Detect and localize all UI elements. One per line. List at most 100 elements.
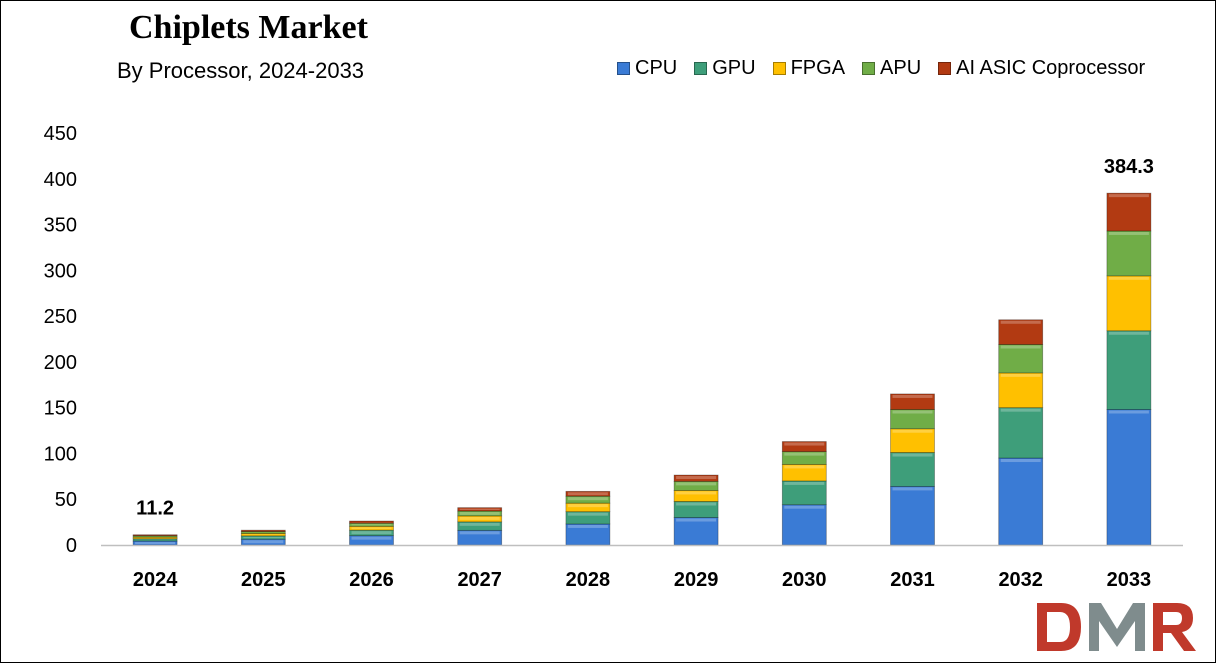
chart-subtitle: By Processor, 2024-2033 (117, 58, 365, 83)
dmr-logo (1037, 603, 1196, 651)
bar-2027-ai-asic-coprocessor (457, 507, 503, 512)
total-label-2033: 384.3 (1104, 156, 1154, 178)
bar-2033-cpu (1106, 409, 1152, 546)
bar-stack-2024 (132, 534, 178, 546)
bar-stack-2029 (673, 474, 719, 546)
bar-highlight-2029-cpu (676, 518, 717, 522)
bar-highlight-2030-cpu (784, 505, 825, 509)
x-tick-label-2030: 2030 (782, 569, 827, 591)
bar-2024-ai-asic-coprocessor (132, 534, 178, 537)
bar-2032-ai-asic-coprocessor (998, 319, 1044, 345)
legend-item-apu: APU (862, 57, 921, 80)
bar-2028-ai-asic-coprocessor (565, 490, 611, 497)
bar-highlight-2027-ai-asic-coprocessor (459, 508, 500, 511)
dmr-logo-mark (1037, 603, 1196, 651)
bars (132, 192, 1152, 546)
total-label-2024: 11.2 (136, 498, 174, 520)
bar-highlight-2028-cpu (567, 524, 608, 528)
bar-highlight-2033-apu (1108, 231, 1149, 235)
bar-highlight-2030-ai-asic-coprocessor (784, 442, 825, 446)
bar-2033-fpga (1106, 275, 1152, 332)
legend-label-fpga: FPGA (790, 57, 846, 79)
y-tick-label-50: 50 (55, 489, 77, 511)
legend-item-fpga: FPGA (772, 57, 846, 80)
x-tick-label-2024: 2024 (133, 569, 178, 591)
bar-stack-2032 (998, 319, 1044, 546)
bar-stack-2033 (1106, 192, 1152, 546)
x-tick-label-2027: 2027 (457, 569, 502, 591)
legend-swatch-cpu (617, 62, 630, 75)
bar-highlight-2031-gpu (892, 453, 933, 457)
legend-swatch-apu (862, 62, 876, 75)
bar-2026-ai-asic-coprocessor (349, 520, 394, 524)
bar-2031-cpu (890, 486, 935, 546)
bar-highlight-2029-gpu (676, 502, 717, 506)
bar-2030-ai-asic-coprocessor (781, 441, 827, 453)
bar-highlight-2033-cpu (1108, 410, 1149, 414)
bar-2031-gpu (890, 452, 935, 487)
bar-highlight-2028-apu (567, 497, 608, 501)
bar-2033-apu (1106, 230, 1152, 277)
y-tick-label-150: 150 (44, 398, 77, 420)
bar-2025-ai-asic-coprocessor (240, 529, 286, 532)
y-tick-label-250: 250 (44, 306, 77, 328)
x-tick-label-2025: 2025 (241, 569, 286, 591)
bar-highlight-2029-apu (676, 482, 717, 486)
bar-stack-2025 (240, 529, 286, 546)
bar-highlight-2028-fpga (567, 504, 608, 508)
legend-label-ai-asic-coprocessor: AI ASIC Coprocessor (956, 57, 1146, 79)
bar-2030-cpu (781, 504, 827, 546)
bar-2027-apu (457, 510, 503, 517)
bar-highlight-2031-apu (892, 410, 933, 414)
x-tick-label-2031: 2031 (890, 569, 935, 591)
bar-highlight-2027-apu (459, 512, 500, 515)
bar-stack-2030 (781, 441, 827, 546)
bar-highlight-2026-gpu (351, 531, 392, 535)
bar-highlight-2030-apu (784, 452, 825, 456)
y-tick-label-100: 100 (44, 443, 77, 465)
legend-item-ai-asic-coprocessor: AI ASIC Coprocessor (938, 57, 1145, 80)
bar-highlight-2025-cpu (243, 540, 284, 544)
bar-highlight-2028-ai-asic-coprocessor (567, 492, 608, 496)
bar-stack-2027 (457, 507, 503, 546)
bar-highlight-2030-gpu (784, 481, 825, 485)
bar-highlight-2033-fpga (1108, 276, 1149, 280)
bar-highlight-2025-gpu (243, 536, 284, 539)
legend-label-cpu: CPU (635, 57, 678, 79)
bar-highlight-2024-cpu (135, 542, 176, 544)
y-tick-label-0: 0 (66, 535, 77, 557)
bar-highlight-2030-fpga (784, 465, 825, 469)
chart-title: Chiplets Market (129, 9, 368, 46)
y-tick-label-300: 300 (44, 260, 77, 282)
x-axis: 2024 2025 2026 2027 2028 2029 2030 2031 2032 2033 (101, 544, 1183, 591)
legend-item-cpu: CPU (617, 57, 677, 80)
bar-2029-apu (673, 480, 719, 491)
legend-label-gpu: GPU (712, 57, 756, 79)
bar-highlight-2033-ai-asic-coprocessor (1108, 194, 1149, 198)
data-labels: 11.2 384.3 (136, 156, 1154, 520)
bar-highlight-2029-ai-asic-coprocessor (676, 476, 717, 480)
y-tick-label-350: 350 (44, 215, 77, 237)
bar-2032-fpga (998, 372, 1044, 409)
bar-highlight-2029-fpga (676, 491, 717, 495)
legend-swatch-gpu (694, 62, 708, 75)
bar-stack-2031 (890, 393, 935, 546)
bar-highlight-2032-cpu (1000, 459, 1041, 463)
y-tick-label-200: 200 (44, 352, 77, 374)
bar-highlight-2032-gpu (1000, 408, 1041, 412)
bar-highlight-2031-ai-asic-coprocessor (892, 394, 933, 398)
bar-2032-cpu (998, 457, 1044, 546)
y-tick-label-400: 400 (44, 169, 77, 191)
bar-2033-gpu (1106, 330, 1152, 410)
bar-stack-2028 (565, 490, 611, 546)
bar-highlight-2028-gpu (567, 512, 608, 516)
bar-2032-gpu (998, 407, 1044, 459)
bar-highlight-2026-fpga (351, 527, 392, 530)
bar-2033-ai-asic-coprocessor (1106, 192, 1152, 232)
x-tick-label-2028: 2028 (566, 569, 611, 591)
bar-stack-2026 (349, 520, 394, 546)
bar-2029-ai-asic-coprocessor (673, 474, 719, 482)
bar-highlight-2032-fpga (1000, 373, 1041, 377)
bar-highlight-2032-ai-asic-coprocessor (1000, 320, 1041, 324)
